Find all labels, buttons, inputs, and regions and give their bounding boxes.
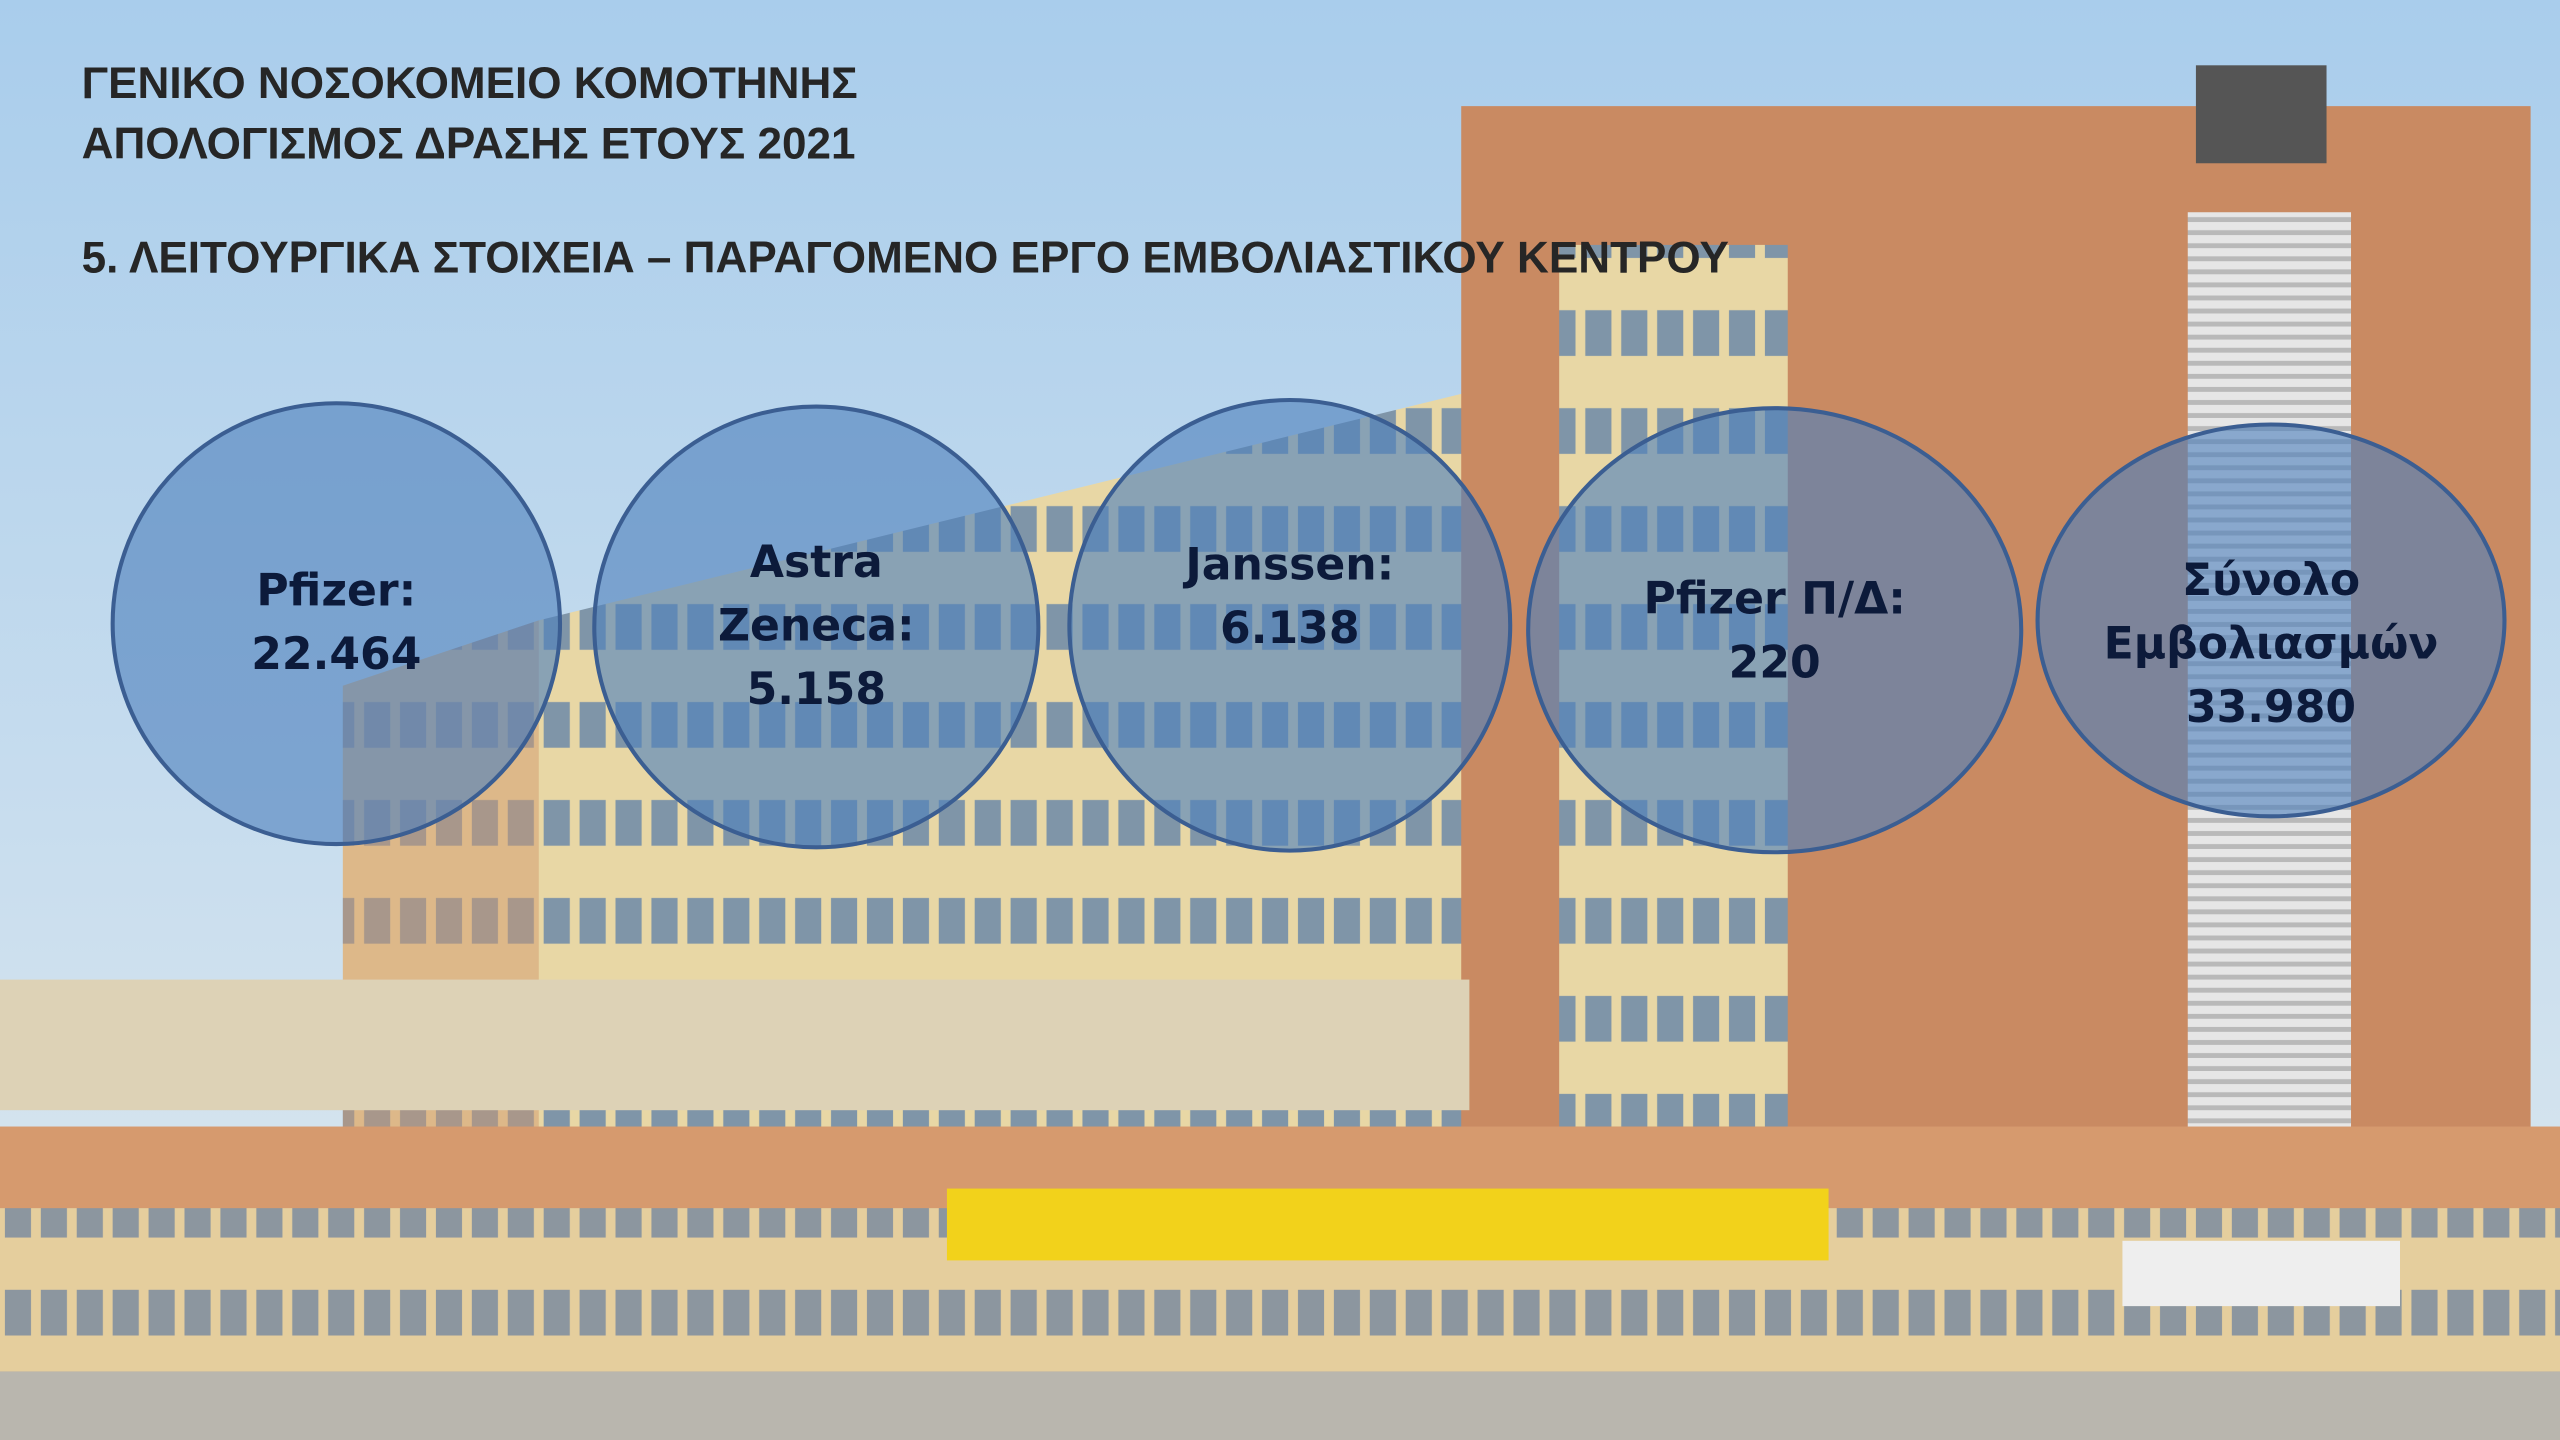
vaccine-circle: Pfizer: 22.464 <box>110 401 563 847</box>
circle-text: 33.980 <box>2186 682 2356 733</box>
circle-shape <box>110 401 563 847</box>
circle-shape <box>592 404 1041 850</box>
circle-text: 22.464 <box>251 629 421 680</box>
circle-text: Pfizer: <box>256 565 416 616</box>
vaccine-circle: Astra Zeneca: 5.158 <box>592 404 1041 850</box>
circle-shape <box>1526 406 2024 855</box>
circle-text: Σύνολο <box>2182 555 2360 606</box>
vaccine-circle: Pfizer Π/Δ: 220 <box>1526 406 2024 855</box>
circle-text: Εμβολιασμών <box>2104 619 2439 670</box>
circle-text: Janssen: <box>1182 539 1394 590</box>
circle-shape <box>1067 397 1513 853</box>
circle-shape <box>2035 422 2507 819</box>
circle-text: 220 <box>1729 637 1821 688</box>
circle-text: Zeneca: <box>718 601 915 652</box>
vaccine-circle: Σύνολο Εμβολιασμών 33.980 <box>2035 422 2507 819</box>
circle-text: 6.138 <box>1220 603 1359 654</box>
hospital-title: ΓΕΝΙΚΟ ΝΟΣΟΚΟΜΕΙΟ ΚΟΜΟΤΗΝΗΣ <box>82 59 858 108</box>
circle-text: Pfizer Π/Δ: <box>1644 574 1906 625</box>
section-title: 5. ΛΕΙΤΟΥΡΓΙΚΑ ΣΤΟΙΧΕΙΑ – ΠΑΡΑΓΟΜΕΝΟ ΕΡΓ… <box>82 234 1729 283</box>
vaccine-circle: Janssen: 6.138 <box>1067 397 1513 853</box>
circle-text: Astra <box>750 537 883 588</box>
circle-text: 5.158 <box>747 664 886 715</box>
report-title: ΑΠΟΛΟΓΙΣΜΟΣ ΔΡΑΣΗΣ ΕΤΟΥΣ 2021 <box>82 119 856 168</box>
